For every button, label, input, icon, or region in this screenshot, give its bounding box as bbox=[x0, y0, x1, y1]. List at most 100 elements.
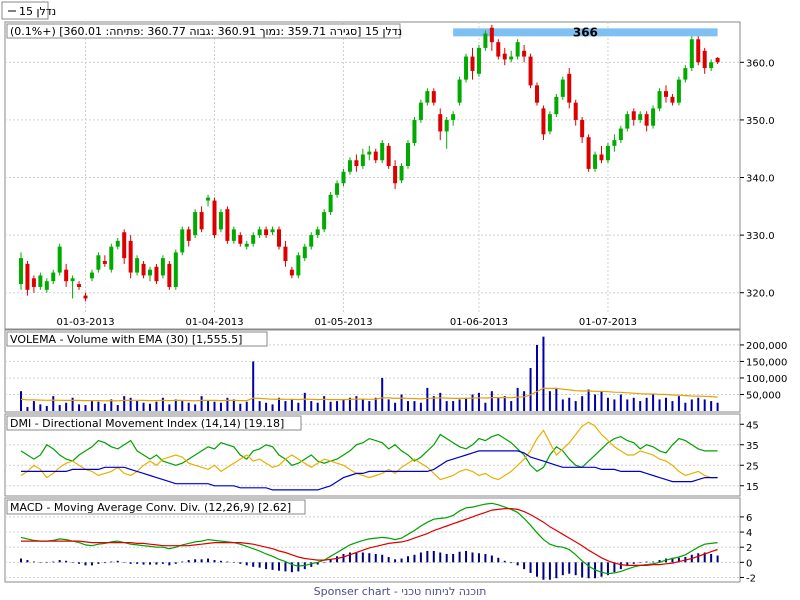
candle-body bbox=[625, 114, 630, 129]
volume-bar bbox=[316, 402, 319, 411]
macd-histogram-bar bbox=[606, 562, 609, 576]
macd-histogram-bar bbox=[32, 561, 35, 563]
candle-body bbox=[167, 263, 172, 287]
volume-bar bbox=[400, 394, 403, 411]
macd-histogram-bar bbox=[568, 562, 571, 574]
candle-body bbox=[702, 50, 707, 69]
volume-bar bbox=[39, 404, 42, 411]
macd-histogram-bar bbox=[400, 558, 403, 563]
candle-body bbox=[541, 108, 546, 135]
candle-body bbox=[489, 27, 494, 43]
macd-histogram-bar bbox=[129, 562, 132, 564]
volume-bar bbox=[645, 397, 648, 411]
volume-bar bbox=[58, 405, 61, 411]
candle-body bbox=[444, 119, 449, 132]
candle-body bbox=[160, 258, 165, 276]
candle-body bbox=[651, 108, 656, 126]
candle-body bbox=[83, 295, 88, 299]
candle-body bbox=[399, 166, 404, 181]
volume-bar bbox=[232, 399, 235, 411]
candle-body bbox=[683, 68, 688, 80]
candle-body bbox=[496, 42, 501, 57]
macd-histogram-bar bbox=[271, 562, 274, 570]
macd-histogram-bar bbox=[155, 562, 158, 565]
volume-bar bbox=[181, 401, 184, 411]
volume-bar bbox=[690, 399, 693, 411]
macd-histogram-bar bbox=[542, 562, 545, 580]
volume-legend-text: VOLEMA - Volume with EMA (30) [1,555.5] bbox=[10, 333, 242, 346]
volume-bar bbox=[471, 394, 474, 411]
macd-histogram-bar bbox=[581, 562, 584, 578]
candle-body bbox=[44, 281, 49, 290]
macd-histogram-bar bbox=[97, 562, 100, 564]
macd-histogram-bar bbox=[226, 561, 229, 563]
volume-bar bbox=[632, 397, 635, 411]
candle-body bbox=[670, 96, 675, 103]
volume-bar bbox=[652, 394, 655, 411]
volume-bar bbox=[123, 396, 126, 411]
macd-histogram-bar bbox=[394, 559, 397, 563]
volume-bar bbox=[65, 402, 68, 411]
volume-bar bbox=[677, 396, 680, 411]
symbol-tab[interactable]: נדלן 15 bbox=[1, 1, 56, 20]
macd-y-tick-label: -2 bbox=[746, 573, 756, 584]
candle-body bbox=[122, 232, 127, 259]
candle-body bbox=[154, 266, 159, 282]
volume-bar bbox=[245, 401, 248, 411]
volume-layer: 50,000 100,000 150,000 200,000 bbox=[5, 336, 787, 411]
candle-body bbox=[515, 42, 520, 57]
candle-body bbox=[483, 33, 488, 48]
volume-bar bbox=[465, 397, 468, 411]
volume-bar bbox=[658, 399, 661, 411]
volume-bar bbox=[503, 396, 506, 411]
volume-y-tick-label: 200,000 bbox=[746, 341, 787, 352]
volume-bar bbox=[548, 391, 551, 411]
macd-histogram-bar bbox=[529, 562, 532, 573]
macd-signal-line bbox=[21, 508, 718, 567]
dmi-legend-text: DMI - Directional Movement Index (14,14)… bbox=[10, 417, 284, 430]
macd-histogram-bar bbox=[381, 554, 384, 563]
symbol-tab-label: נדלן 15 bbox=[19, 5, 56, 18]
macd-histogram-bar bbox=[65, 560, 68, 563]
macd-histogram-bar bbox=[45, 562, 48, 563]
candle-body bbox=[605, 145, 610, 161]
macd-histogram-bar bbox=[149, 562, 151, 565]
candle-body bbox=[180, 229, 185, 253]
candle-body bbox=[173, 252, 178, 287]
macd-histogram-bar bbox=[671, 557, 674, 563]
price-x-tick-label: 01-07-2013 bbox=[579, 317, 637, 328]
macd-histogram-bar bbox=[181, 561, 184, 563]
volume-bar bbox=[600, 391, 603, 411]
volume-bar bbox=[716, 402, 719, 411]
volume-bar bbox=[419, 402, 422, 411]
candle-body bbox=[57, 246, 62, 273]
volume-bar bbox=[555, 387, 558, 411]
volume-bar bbox=[336, 401, 339, 411]
volume-bar bbox=[187, 402, 190, 411]
macd-histogram-bar bbox=[477, 553, 480, 563]
volume-bar bbox=[32, 401, 35, 411]
macd-histogram-bar bbox=[716, 555, 719, 563]
candle-body bbox=[212, 200, 217, 236]
macd-histogram-bar bbox=[645, 561, 648, 563]
candle-body bbox=[380, 142, 385, 161]
macd-histogram-bar bbox=[258, 562, 261, 568]
macd-histogram-bar bbox=[284, 562, 287, 572]
candle-body bbox=[31, 278, 36, 287]
volume-bar bbox=[103, 403, 106, 411]
macd-legend: MACD - Moving Average Conv. Div. (12,26,… bbox=[6, 499, 306, 515]
volume-bar bbox=[432, 396, 435, 411]
candle-body bbox=[412, 119, 417, 143]
macd-histogram-bar bbox=[239, 562, 242, 564]
candle-body bbox=[302, 246, 307, 259]
macd-histogram-bar bbox=[136, 562, 139, 564]
macd-histogram-bar bbox=[142, 562, 145, 565]
volume-bar bbox=[297, 402, 300, 411]
candle-body bbox=[141, 263, 146, 276]
macd-histogram-bar bbox=[555, 562, 558, 579]
volume-bar bbox=[52, 396, 55, 411]
candle-body bbox=[554, 96, 559, 115]
macd-histogram-bar bbox=[510, 562, 513, 564]
volume-bar bbox=[129, 397, 132, 411]
candle-body bbox=[373, 151, 378, 161]
